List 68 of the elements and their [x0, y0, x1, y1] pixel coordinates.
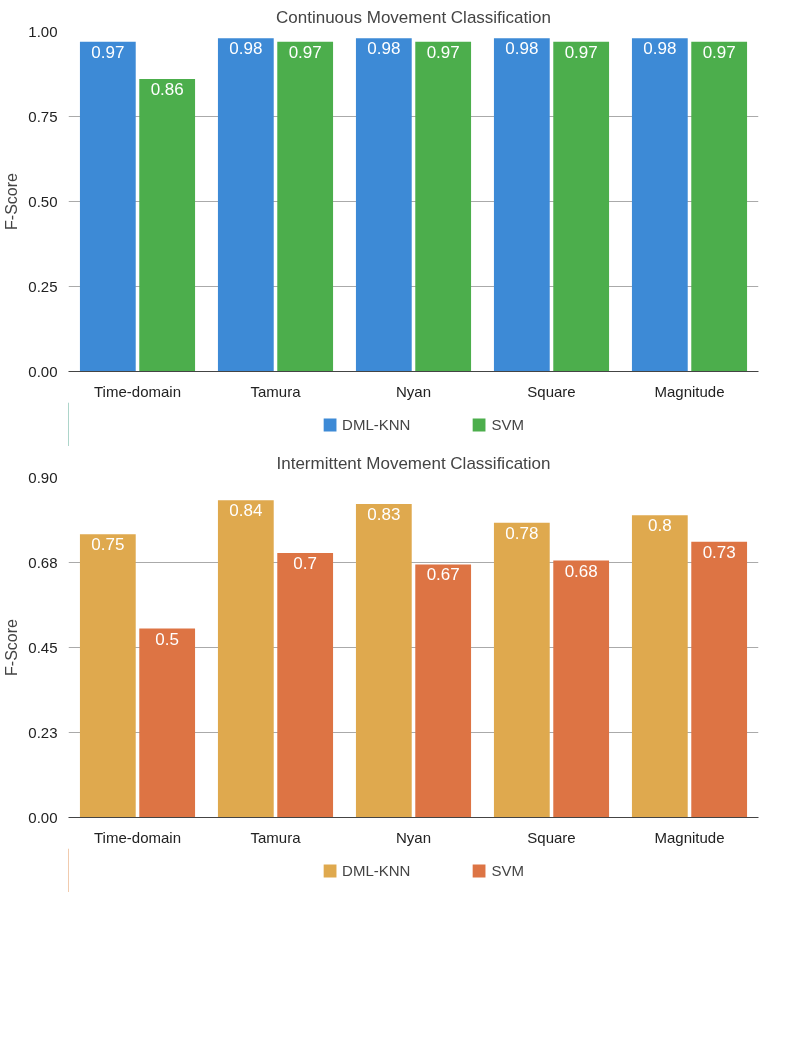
chart-title: Intermittent Movement Classification — [276, 453, 551, 473]
data-label: 0.84 — [229, 501, 263, 521]
y-tick-label: 0.75 — [28, 107, 58, 125]
bar — [139, 79, 196, 372]
y-axis-title: F-Score — [3, 618, 21, 676]
x-tick-label: Tamura — [250, 828, 302, 846]
data-label: 0.86 — [150, 80, 184, 100]
bar — [691, 541, 748, 818]
bar — [355, 503, 412, 818]
y-tick-label: 0.50 — [28, 192, 58, 210]
data-label: 0.83 — [367, 504, 401, 524]
data-label: 0.5 — [155, 629, 179, 649]
x-tick-label: Magnitude — [654, 828, 725, 846]
data-label: 0.8 — [648, 516, 672, 536]
legend-label: SVM — [491, 861, 524, 879]
bar — [553, 41, 610, 372]
y-tick-label: 0.25 — [28, 277, 58, 295]
y-tick-label: 0.23 — [28, 723, 58, 741]
bar — [493, 522, 550, 818]
bar — [415, 41, 472, 372]
x-tick-label: Magnitude — [654, 382, 725, 400]
y-tick-label: 0.00 — [28, 808, 58, 826]
data-label: 0.7 — [293, 554, 317, 574]
data-label: 0.97 — [91, 42, 125, 62]
y-tick-label: 0.90 — [28, 468, 58, 486]
bar — [79, 534, 136, 818]
y-tick-label: 0.68 — [28, 553, 58, 571]
bar — [631, 38, 688, 372]
y-axis-title: F-Score — [3, 172, 21, 230]
data-label: 0.97 — [288, 42, 322, 62]
data-label: 0.97 — [426, 42, 460, 62]
y-tick-label: 0.00 — [28, 362, 58, 380]
bar — [553, 560, 610, 818]
bar — [277, 41, 334, 372]
bar — [217, 38, 274, 372]
data-label: 0.73 — [702, 542, 736, 562]
x-tick-label: Nyan — [395, 828, 432, 846]
bar — [631, 515, 688, 818]
y-tick-label: 1.00 — [28, 22, 58, 40]
legend-label: DML-KNN — [342, 861, 411, 879]
data-label: 0.78 — [505, 523, 539, 543]
data-label: 0.67 — [426, 565, 460, 585]
bar — [355, 38, 412, 372]
data-label: 0.97 — [564, 42, 598, 62]
chart-title: Continuous Movement Classification — [276, 7, 551, 27]
y-tick-label: 0.45 — [28, 638, 58, 656]
data-label: 0.98 — [505, 39, 539, 59]
bar — [79, 41, 136, 372]
bar — [493, 38, 550, 372]
bar — [415, 564, 472, 818]
bar — [277, 553, 334, 818]
bar — [139, 628, 196, 818]
data-label: 0.97 — [702, 42, 736, 62]
bar — [691, 41, 748, 372]
data-label: 0.75 — [91, 535, 125, 555]
x-tick-label: Time-domain — [94, 828, 181, 846]
x-tick-label: Square — [527, 828, 576, 846]
x-tick-label: Square — [527, 382, 576, 400]
x-tick-label: Time-domain — [94, 382, 181, 400]
data-label: 0.98 — [367, 39, 401, 59]
legend-label: SVM — [491, 415, 524, 433]
data-label: 0.68 — [564, 561, 598, 581]
data-label: 0.98 — [229, 39, 263, 59]
x-tick-label: Nyan — [395, 382, 432, 400]
bar — [217, 500, 274, 818]
legend-label: DML-KNN — [342, 415, 411, 433]
x-tick-label: Tamura — [250, 382, 302, 400]
data-label: 0.98 — [643, 39, 677, 59]
